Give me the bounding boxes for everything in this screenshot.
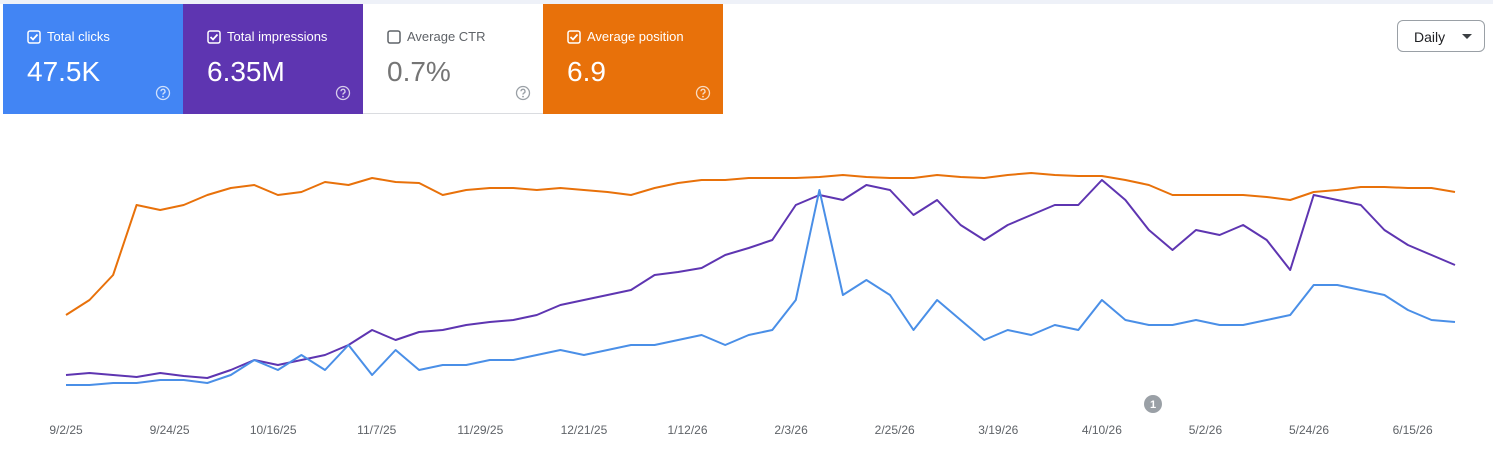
series-line — [65, 179, 1456, 379]
card-value: 0.7% — [387, 56, 451, 87]
card-value: 6.9 — [567, 56, 606, 87]
help-glyph — [520, 88, 526, 95]
x-tick-label: 12/21/25 — [561, 423, 608, 437]
metric-card[interactable]: Average position 6.9 — [543, 4, 723, 114]
x-tick-label: 6/15/26 — [1393, 423, 1433, 437]
card-value: 6.35M — [207, 56, 285, 87]
x-tick-label: 3/19/26 — [978, 423, 1018, 437]
card-label: Total impressions — [227, 29, 328, 44]
dropdown-arrow — [1462, 34, 1472, 39]
help-glyph — [700, 88, 706, 95]
checkmark — [29, 33, 39, 41]
metric-card[interactable]: Total impressions 6.35M — [183, 4, 363, 114]
help-circle — [515, 85, 531, 101]
checkmark — [209, 33, 219, 41]
checkbox-box — [567, 30, 581, 44]
checkbox-box — [387, 30, 401, 44]
help-dot — [162, 95, 164, 98]
dropdown-label: Daily — [1414, 29, 1446, 45]
card-label: Average position — [587, 29, 684, 44]
help-circle — [155, 85, 171, 101]
help-circle — [695, 85, 711, 101]
card-label: Average CTR — [407, 29, 486, 44]
help-icon — [515, 85, 531, 101]
help-glyph — [160, 88, 166, 95]
x-tick-label: 9/24/25 — [150, 423, 190, 437]
x-tick-label: 11/29/25 — [457, 423, 503, 437]
series-line — [66, 189, 1456, 386]
metric-card[interactable]: Total clicks 47.5K — [3, 4, 183, 114]
checkbox-box — [27, 30, 41, 44]
card-label: Total clicks — [47, 29, 110, 44]
x-tick-label: 2/25/26 — [875, 423, 915, 437]
help-glyph — [340, 88, 346, 95]
checkbox — [27, 30, 41, 44]
help-dot — [342, 95, 344, 98]
help-icon — [695, 85, 711, 101]
granularity-dropdown[interactable]: Daily — [1397, 20, 1485, 52]
help-icon — [335, 85, 351, 101]
checkbox — [207, 30, 221, 44]
x-tick-label: 9/2/25 — [49, 423, 83, 437]
checkbox — [567, 30, 581, 44]
help-dot — [522, 95, 524, 98]
x-tick-label: 4/10/26 — [1082, 423, 1122, 437]
annotation-label: 1 — [1150, 399, 1156, 411]
help-icon — [155, 85, 171, 101]
series-line — [65, 172, 1456, 316]
x-tick-label: 2/3/26 — [774, 423, 808, 437]
help-circle — [335, 85, 351, 101]
metric-card[interactable]: Average CTR 0.7% — [363, 4, 543, 114]
x-tick-label: 5/2/26 — [1189, 423, 1223, 437]
card-value: 47.5K — [27, 56, 101, 87]
checkbox-box — [207, 30, 221, 44]
annotation-marker[interactable] — [1144, 395, 1162, 413]
x-tick-label: 11/7/25 — [357, 423, 396, 437]
x-tick-label: 10/16/25 — [250, 423, 297, 437]
x-tick-label: 1/12/26 — [667, 423, 707, 437]
x-tick-label: 5/24/26 — [1289, 423, 1329, 437]
checkmark — [569, 33, 579, 41]
checkbox — [387, 30, 401, 44]
help-dot — [702, 95, 704, 98]
